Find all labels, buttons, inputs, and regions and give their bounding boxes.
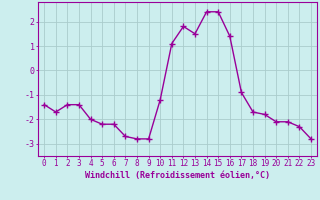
X-axis label: Windchill (Refroidissement éolien,°C): Windchill (Refroidissement éolien,°C) (85, 171, 270, 180)
